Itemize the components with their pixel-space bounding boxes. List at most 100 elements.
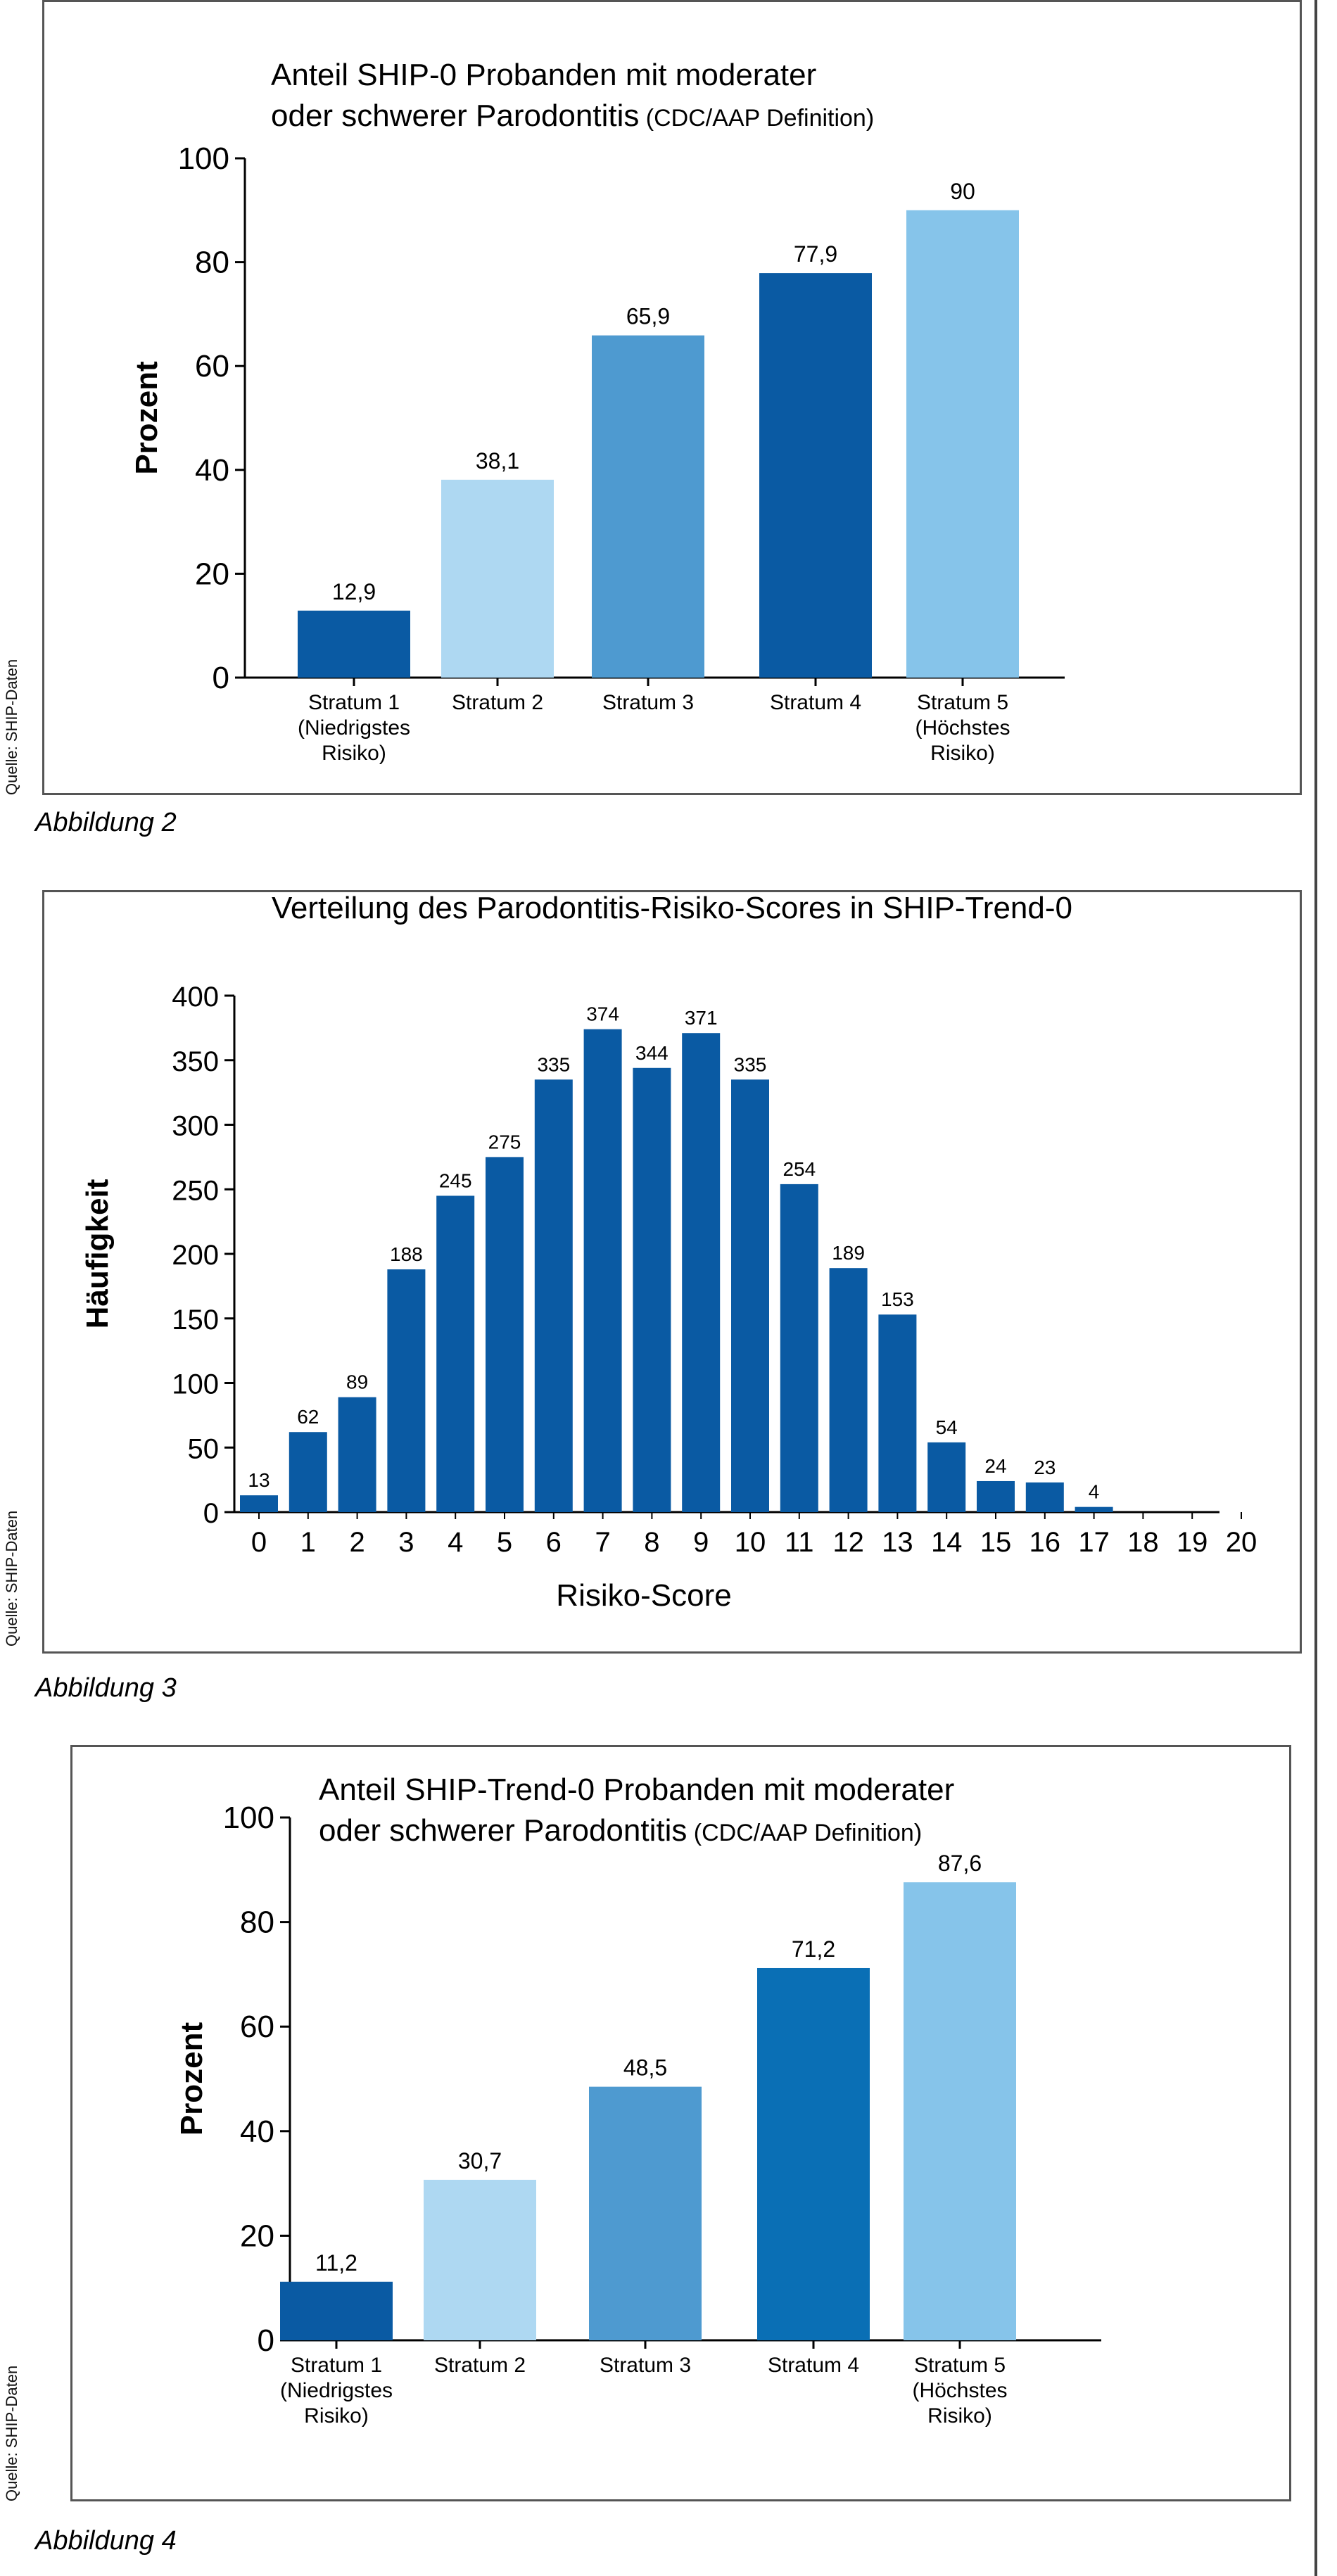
x-tick-label: 16 [1029,1527,1061,1558]
bar-value-label: 13 [248,1469,270,1491]
bar-value-label: 153 [881,1288,914,1310]
bar-value-label: 23 [1034,1457,1056,1478]
x-tick-label: 14 [931,1527,963,1558]
x-category-label: Risiko) [322,742,386,765]
x-tick-label: 8 [644,1527,659,1558]
bar-value-label: 4 [1089,1481,1100,1503]
x-category-label: Stratum 2 [434,2354,526,2377]
bar-value-label: 38,1 [476,448,519,474]
chart-panel-2: Verteilung des Parodontitis-Risiko-Score… [42,890,1302,1654]
y-tick-label: 0 [213,661,229,695]
chart-title-line: oder schwerer Parodontitis (CDC/AAP Defi… [271,99,874,133]
bar-stratum-2 [424,2179,536,2340]
bar-score-4 [436,1195,475,1512]
bar-score-9 [682,1033,721,1512]
y-axis-title: Prozent [175,2022,209,2136]
x-tick-label: 2 [349,1527,365,1558]
x-category-label: Stratum 2 [452,691,543,714]
x-tick-label: 20 [1226,1527,1257,1558]
x-tick-label: 13 [882,1527,913,1558]
bar-value-label: 245 [439,1169,472,1191]
bar-stratum-1 [280,2281,393,2340]
y-tick-label: 60 [195,349,229,383]
y-tick-label: 200 [172,1240,219,1271]
bar-score-15 [977,1480,1015,1512]
y-tick-label: 0 [203,1498,219,1529]
bar-value-label: 62 [297,1406,319,1428]
y-tick-label: 350 [172,1046,219,1077]
bar-value-label: 77,9 [794,241,837,267]
chart-title: Verteilung des Parodontitis-Risiko-Score… [272,892,1072,925]
x-category-label: Stratum 3 [600,2354,691,2377]
y-tick-label: 60 [240,2010,274,2044]
bar-score-8 [633,1067,671,1512]
bar-value-label: 335 [734,1053,767,1075]
bar-value-label: 335 [537,1053,570,1075]
x-category-label: Risiko) [930,742,995,765]
bar-score-17 [1075,1506,1113,1512]
bar-score-11 [780,1184,818,1512]
bar-score-2 [338,1397,376,1512]
x-tick-label: 10 [735,1527,766,1558]
bar-value-label: 188 [390,1243,423,1265]
bar-score-13 [878,1314,917,1512]
x-category-label: (Niedrigstes [298,716,410,740]
y-tick-label: 150 [172,1305,219,1335]
y-tick-label: 100 [172,1369,219,1400]
x-category-label: (Höchstes [912,2379,1007,2402]
bar-value-label: 374 [586,1003,619,1025]
bar-value-label: 11,2 [315,2250,357,2276]
y-tick-label: 80 [240,1905,274,1940]
bar-score-3 [387,1269,426,1512]
chart-abbildung-2: Anteil SHIP-0 Probanden mit moderater ode… [129,58,1065,765]
bar-value-label: 371 [685,1007,718,1029]
bar-value-label: 90 [950,179,975,204]
x-tick-label: 17 [1078,1527,1110,1558]
x-tick-label: 9 [693,1527,709,1558]
page-right-rule [1314,0,1317,2576]
bar-score-1 [289,1432,327,1512]
bar-score-7 [583,1029,622,1512]
bar-value-label: 89 [346,1371,368,1393]
x-category-label: Risiko) [304,2404,369,2428]
bar-value-label: 12,9 [332,579,376,604]
bar-value-label: 24 [984,1455,1006,1477]
source-label-1: Quelle: SHIP-Daten [3,659,20,795]
x-category-label: Stratum 5 [914,2354,1006,2377]
x-axis-title: Risiko-Score [556,1578,731,1613]
bar-value-label: 48,5 [623,2055,667,2081]
bar-stratum-4 [757,1967,870,2340]
bar-stratum-2 [441,479,554,678]
y-tick-label: 100 [223,1801,274,1835]
bar-score-0 [240,1495,278,1512]
bar-value-label: 254 [782,1158,816,1180]
bar-value-label: 54 [936,1416,958,1438]
bar-value-label: 71,2 [792,1936,835,1962]
x-tick-label: 4 [448,1527,463,1558]
y-axis-title: Prozent [129,361,164,475]
bar-stratum-4 [759,273,872,678]
x-tick-label: 15 [980,1527,1012,1558]
caption-abbildung-4: Abbildung 4 [35,2526,177,2556]
y-tick-label: 40 [195,453,229,488]
x-tick-label: 11 [785,1527,814,1558]
chart-title-suffix: (CDC/AAP Definition) [687,1820,922,1846]
x-tick-label: 1 [300,1527,316,1558]
bar-score-6 [534,1079,573,1512]
bar-stratum-3 [592,335,704,678]
chart-abbildung-3: Verteilung des Parodontitis-Risiko-Score… [80,891,1257,1613]
x-category-label: Risiko) [927,2404,992,2428]
bar-stratum-5 [906,210,1019,678]
y-tick-label: 40 [240,2114,274,2149]
chart-title-suffix: (CDC/AAP Definition) [639,105,874,132]
y-tick-label: 300 [172,1111,219,1142]
chart-panel-3: Anteil SHIP-Trend-0 Probanden mit modera… [70,1745,1291,2501]
x-tick-label: 5 [497,1527,512,1558]
caption-abbildung-3: Abbildung 3 [35,1673,177,1703]
x-category-label: Stratum 4 [768,2354,859,2377]
bar-score-10 [731,1079,769,1512]
bar-stratum-3 [589,2086,702,2340]
x-tick-label: 0 [251,1527,267,1558]
bar-score-16 [1025,1482,1064,1512]
bar-value-label: 30,7 [458,2148,502,2174]
